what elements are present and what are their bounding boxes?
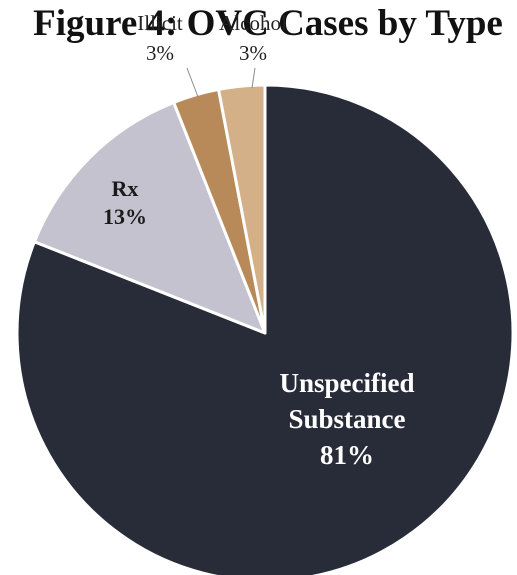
leader-line: [251, 67, 256, 89]
slice-label: Rx 13%: [103, 176, 147, 229]
slice-labels: Unspecified Substance 81%Rx 13%Illicit 3%Alc…: [103, 11, 415, 470]
slice-label: Illicit 3%: [137, 11, 183, 65]
slice-name: Substance: [288, 404, 405, 434]
leader-line: [186, 67, 199, 98]
slice-name: Rx: [112, 176, 139, 201]
pie-slice: [32, 100, 267, 335]
slice-percent: 81%: [320, 440, 374, 470]
slice-name: Unspecified: [280, 368, 415, 398]
chart-title: Figure 4: OVC Cases by Type: [33, 3, 503, 44]
slice-name: Illicit: [137, 11, 183, 35]
slice-label: Unspecified Substance 81%: [280, 368, 415, 470]
slice-percent: 13%: [103, 204, 147, 229]
pie-slices: [15, 83, 515, 575]
pie-slice: [217, 83, 267, 335]
slice-percent: 3%: [146, 41, 174, 65]
slice-name: Alcohol: [219, 11, 287, 35]
leader-lines: [186, 67, 256, 98]
slice-percent: 3%: [239, 41, 267, 65]
slice-label: Alcohol 3%: [219, 11, 287, 65]
